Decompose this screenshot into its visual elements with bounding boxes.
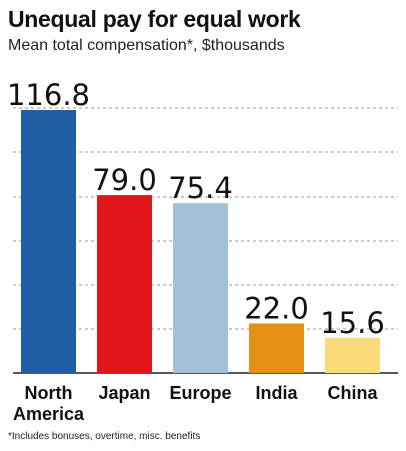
chart-subtitle: Mean total compensation*, $thousands [8,37,285,54]
bars [21,110,380,373]
bar [97,195,152,373]
category-label: China [327,383,378,403]
category-label: Japan [98,383,150,403]
value-label: 116.8 [7,78,90,112]
bar [21,110,76,373]
chart-title: Unequal pay for equal work [8,6,301,32]
category-label: North America [13,383,85,424]
category-label: Europe [169,383,231,403]
value-labels: 116.8 79.0 75.4 22.0 15.6 [7,78,385,340]
footnote: *Includes bonuses, overtime, misc. benef… [8,431,201,442]
bar [325,337,380,373]
category-label: India [255,383,298,403]
value-label: 22.0 [244,291,309,325]
value-label: 79.0 [92,163,157,197]
category-labels: North America Japan Europe India China [13,383,379,424]
bar [249,323,304,373]
value-label: 75.4 [168,171,233,205]
bar [173,203,228,373]
value-label: 15.6 [320,306,385,340]
